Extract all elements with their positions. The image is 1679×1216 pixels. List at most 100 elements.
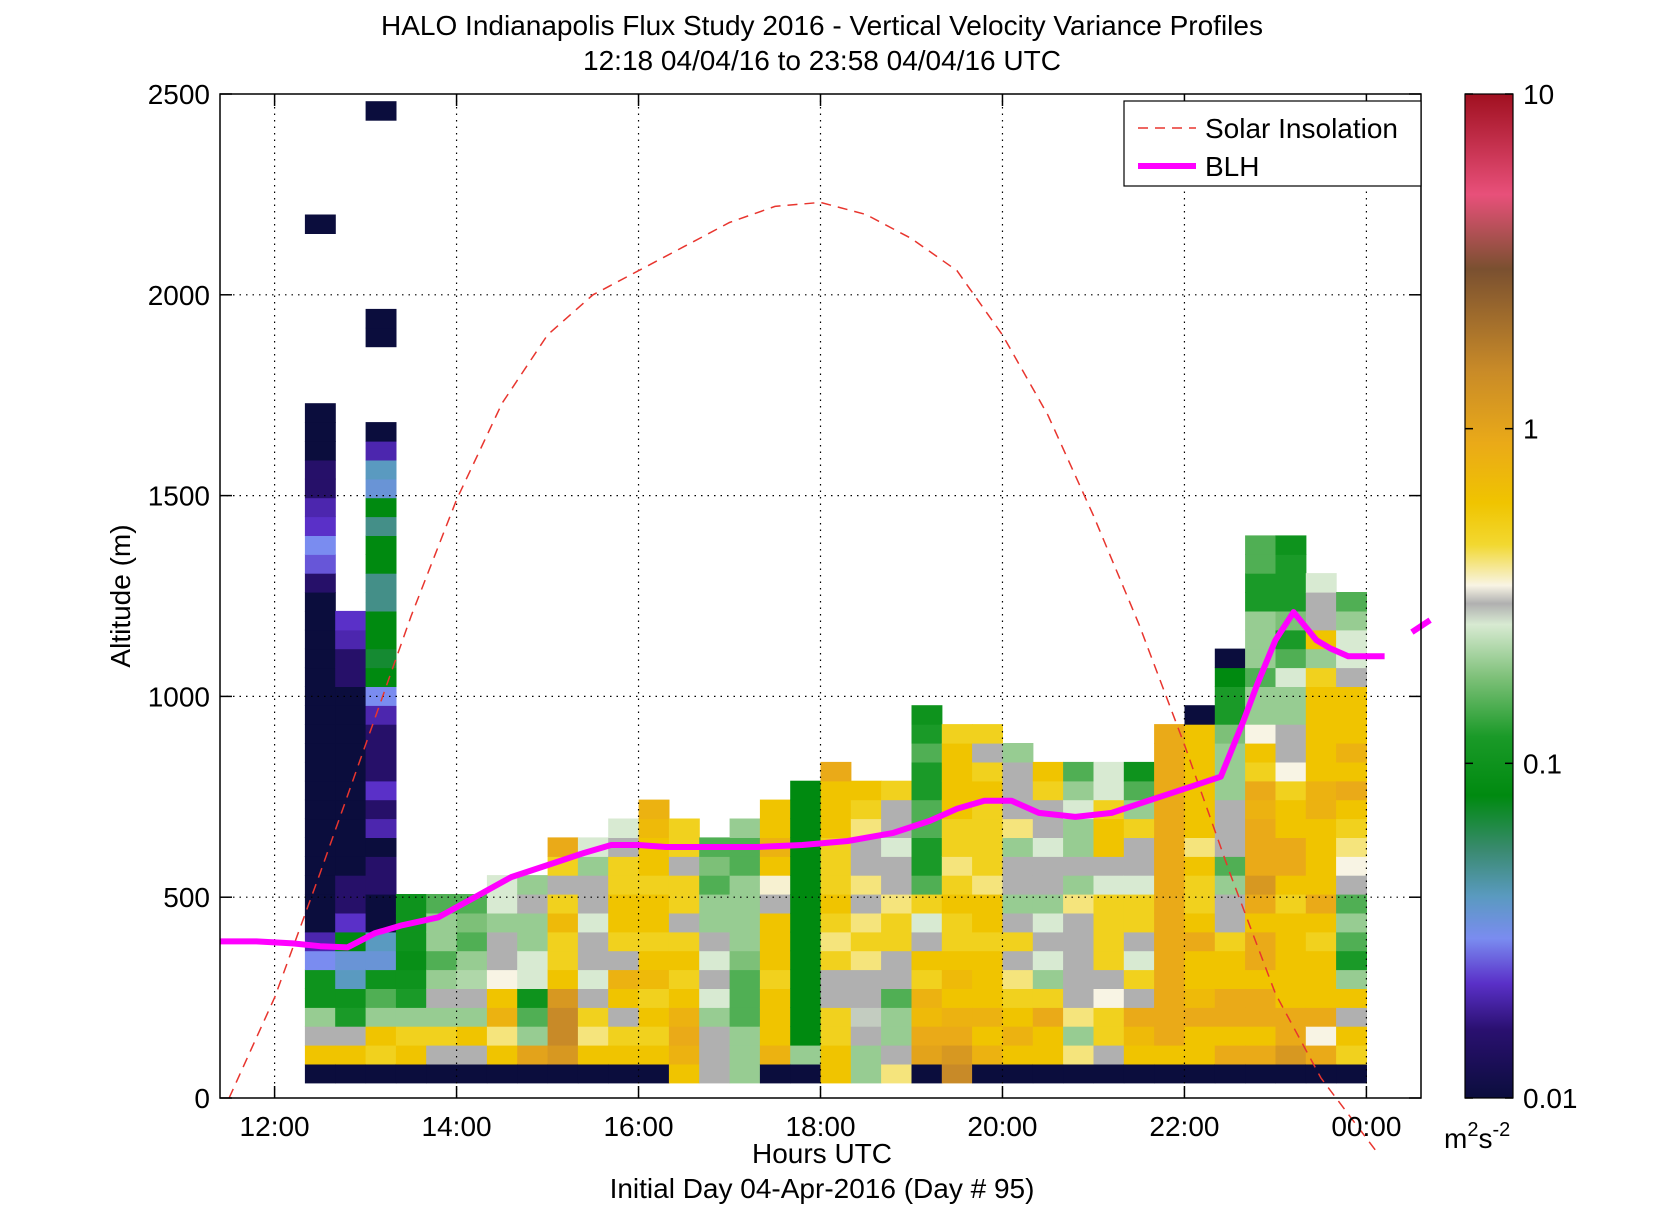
heatmap-cell: [304, 761, 336, 782]
heatmap-cell: [759, 818, 791, 838]
heatmap-cell: [335, 894, 367, 914]
heatmap-cell: [850, 931, 882, 952]
heatmap-cell: [1063, 1007, 1094, 1027]
heatmap-cell: [759, 875, 791, 895]
heatmap-cell: [517, 931, 549, 952]
heatmap-cell: [1123, 856, 1155, 876]
heatmap-cell: [850, 837, 882, 857]
heatmap-cell: [1275, 1045, 1307, 1065]
heatmap-cell: [729, 1063, 761, 1084]
heatmap-cell: [881, 1063, 912, 1084]
heatmap-cell: [1245, 573, 1276, 593]
y-tick-label: 2500: [148, 79, 210, 110]
heatmap-cell: [1275, 799, 1307, 820]
heatmap-cell: [1245, 1063, 1276, 1084]
heatmap-cell: [304, 875, 336, 895]
heatmap-cell: [1184, 1007, 1216, 1027]
heatmap-cell: [304, 667, 336, 687]
heatmap-cell: [517, 1026, 549, 1046]
heatmap-cell: [1093, 856, 1125, 876]
heatmap-cell: [881, 799, 912, 820]
heatmap-cell: [1336, 667, 1367, 687]
heatmap-cell: [1002, 912, 1034, 933]
heatmap-cell: [941, 724, 973, 744]
heatmap-cell: [1063, 912, 1094, 933]
heatmap-cell: [608, 912, 640, 933]
heatmap-cell: [365, 629, 397, 650]
heatmap-cell: [911, 705, 943, 725]
heatmap-cell: [1336, 988, 1367, 1008]
heatmap-cell: [759, 912, 791, 933]
heatmap-cell: [365, 667, 397, 687]
heatmap-cell: [365, 724, 397, 744]
heatmap-cell: [759, 950, 791, 971]
heatmap-cell: [365, 592, 397, 612]
heatmap-cell: [1305, 875, 1337, 895]
heatmap-cell: [850, 912, 882, 933]
heatmap-cell: [335, 969, 367, 989]
heatmap-cell: [850, 1045, 882, 1065]
heatmap-cell: [972, 724, 1003, 744]
heatmap-cell: [1305, 912, 1337, 933]
heatmap-cell: [1275, 780, 1307, 801]
heatmap-cell: [638, 950, 670, 971]
heatmap-cell: [1214, 875, 1246, 895]
heatmap-cell: [1002, 780, 1034, 801]
y-tick-label: 1500: [148, 481, 210, 512]
heatmap-cell: [1305, 610, 1337, 631]
heatmap-cell: [790, 1063, 822, 1084]
colorbar-tick-label: 0.1: [1523, 748, 1562, 779]
heatmap-cell: [1214, 837, 1246, 857]
heatmap-cell: [1245, 988, 1276, 1008]
heatmap-cell: [365, 1045, 397, 1065]
heatmap-cell: [972, 856, 1003, 876]
heatmap-cell: [729, 875, 761, 895]
heatmap-cell: [1245, 1045, 1276, 1065]
heatmap-cell: [577, 950, 609, 971]
heatmap-cell: [1093, 1026, 1125, 1046]
heatmap-cell: [1123, 780, 1155, 801]
heatmap-cell: [972, 988, 1003, 1008]
heatmap-cell: [304, 403, 336, 423]
x-axis-label-2: Initial Day 04-Apr-2016 (Day # 95): [610, 1173, 1035, 1204]
heatmap-cell: [365, 875, 397, 895]
heatmap-cell: [1093, 875, 1125, 895]
heatmap-cell: [911, 724, 943, 744]
heatmap-cell: [304, 610, 336, 631]
heatmap-cell: [1184, 818, 1216, 838]
heatmap-cell: [668, 912, 700, 933]
heatmap-cell: [820, 969, 852, 989]
heatmap-cell: [1245, 780, 1276, 801]
heatmap-cell: [941, 856, 973, 876]
heatmap-cell: [365, 459, 397, 480]
heatmap-cell: [972, 780, 1003, 801]
heatmap-cell: [304, 1063, 336, 1084]
heatmap-cell: [1305, 780, 1337, 801]
heatmap-cell: [759, 1026, 791, 1046]
heatmap-cell: [699, 969, 731, 989]
heatmap-cell: [941, 969, 973, 989]
heatmap-cell: [395, 988, 427, 1008]
heatmap-cell: [335, 912, 367, 933]
heatmap-cell: [1275, 743, 1307, 763]
colorbar-ticks: 0.01 0.1 1 10: [1465, 79, 1578, 1114]
heatmap-cell: [304, 592, 336, 612]
heatmap-cell: [365, 1007, 397, 1027]
heatmap-cell: [456, 1007, 488, 1027]
heatmap-cell: [1154, 875, 1185, 895]
heatmap-cell: [790, 818, 822, 838]
heatmap-cell: [486, 969, 518, 989]
heatmap-cell: [850, 950, 882, 971]
heatmap-cell: [790, 780, 822, 801]
heatmap-cell: [517, 912, 549, 933]
heatmap-cell: [304, 1026, 336, 1046]
heatmap-cell: [608, 988, 640, 1008]
heatmap-cell: [638, 1026, 670, 1046]
heatmap-cell: [1093, 950, 1125, 971]
heatmap-cell: [1184, 705, 1216, 725]
heatmap-cell: [1032, 931, 1064, 952]
heatmap-cell: [668, 950, 700, 971]
heatmap-cell: [395, 1026, 427, 1046]
heatmap-cell: [820, 818, 852, 838]
heatmap-cell: [790, 931, 822, 952]
